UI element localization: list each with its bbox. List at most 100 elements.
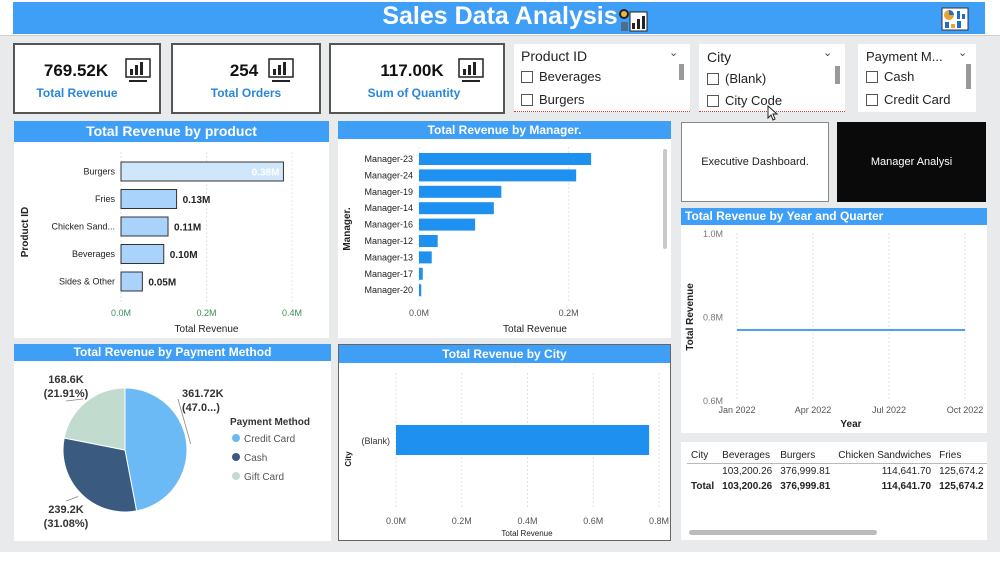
slicer-item-label: Credit Card xyxy=(884,92,951,107)
checkbox[interactable] xyxy=(707,72,719,85)
y-tick-label: 0.6M xyxy=(703,396,723,406)
matrix-header-cell[interactable]: Beverages xyxy=(722,450,770,461)
data-label: (21.91%) xyxy=(44,388,89,400)
table-total-row: Total 103,200.26 376,999.81 114,641.70 1… xyxy=(687,479,987,494)
bar xyxy=(419,267,423,280)
kpi-value: 254 xyxy=(229,61,259,80)
slicer-item-credit-card[interactable]: Credit Card xyxy=(866,92,950,107)
matrix-header-cell[interactable]: Fries xyxy=(939,450,962,461)
slicer-scrollbar[interactable] xyxy=(679,64,684,80)
slicer-item-label: Cash xyxy=(884,69,915,84)
category-label: Manager-13 xyxy=(364,252,413,262)
slicer-item-burgers[interactable]: Burgers xyxy=(521,92,585,107)
title-chart-icon xyxy=(618,6,648,32)
category-label: Beverages xyxy=(72,249,116,259)
kpi-value: 117.00K xyxy=(380,61,444,80)
table-cell: Total xyxy=(691,481,715,492)
slicer-scrollbar[interactable] xyxy=(835,66,840,84)
y-axis-title: Total Revenue xyxy=(685,283,696,351)
table-cell: 125,674.2 xyxy=(939,466,984,477)
matrix-header-cell[interactable]: Chicken Sandwiches xyxy=(838,450,932,461)
slicer-item-label: Beverages xyxy=(539,69,602,84)
chevron-down-icon[interactable]: ⌄ xyxy=(823,47,833,59)
data-label: (31.08%) xyxy=(44,518,89,530)
matrix-header-cell[interactable]: City xyxy=(691,450,709,461)
data-label: 239.2K xyxy=(48,504,84,516)
bar xyxy=(419,251,432,264)
category-label: Manager-16 xyxy=(364,220,413,230)
slicer-payment-method[interactable]: Payment M... ⌄ Cash Credit Card xyxy=(858,44,976,112)
leader-line xyxy=(65,496,79,502)
revenue-matrix: City Beverages Burgers Chicken Sandwiche… xyxy=(681,442,987,540)
pie-slice xyxy=(63,387,126,451)
bar-chart-revenue-by-manager[interactable]: 0.0M 0.2M Manager-23 Manager-24 Manager-19 Ma… xyxy=(338,139,671,338)
dashboard-logo-icon xyxy=(940,6,970,32)
executive-dashboard-button[interactable]: Executive Dashboard. xyxy=(681,122,829,202)
kpi-label: Total Orders xyxy=(210,86,282,100)
chart-scrollbar[interactable] xyxy=(663,149,667,249)
slicer-item-city-code[interactable]: City Code xyxy=(707,93,782,108)
x-tick-label: 0.2M xyxy=(559,308,579,318)
category-label: Manager-14 xyxy=(364,203,413,213)
kpi-chart-icon xyxy=(125,58,151,82)
slicer-title: City xyxy=(707,49,732,65)
x-axis-title: Total Revenue xyxy=(503,324,567,335)
checkbox[interactable] xyxy=(521,93,533,106)
matrix-header-row: City Beverages Burgers Chicken Sandwiche… xyxy=(687,448,987,464)
matrix-header-cell[interactable]: Burgers xyxy=(780,450,816,461)
bar xyxy=(419,185,502,198)
bar xyxy=(120,271,143,292)
checkbox[interactable] xyxy=(866,93,878,106)
x-tick-label: 0.6M xyxy=(583,516,603,526)
slicer-item-blank[interactable]: (Blank) xyxy=(707,71,766,86)
y-axis-title: City xyxy=(344,451,353,467)
manager-analysis-button[interactable]: Manager Analysi xyxy=(837,122,986,202)
bar-chart-revenue-by-city[interactable]: 0.0M 0.2M 0.4M 0.6M 0.8M (Blank) Total Revenue… xyxy=(339,363,670,540)
chart-title: Total Revenue by Year and Quarter xyxy=(681,208,987,225)
bar xyxy=(396,425,650,455)
pie-chart-revenue-by-payment[interactable]: 361.72K (47.0...) 239.2K (31.08%) 168.6K (21.… xyxy=(14,361,331,541)
y-axis-title: Product ID xyxy=(20,207,31,258)
data-label: (47.0...) xyxy=(182,402,220,414)
bar xyxy=(120,216,169,237)
legend-label: Cash xyxy=(244,453,267,464)
chart-panel-revenue-by-product: Total Revenue by product 0.0M 0.2M 0.4M Bur… xyxy=(14,121,329,338)
mouse-cursor-icon xyxy=(767,104,779,121)
kpi-label: Total Revenue xyxy=(36,86,118,100)
bar xyxy=(419,169,577,182)
chevron-down-icon[interactable]: ⌄ xyxy=(958,47,968,59)
bar xyxy=(419,202,494,215)
kpi-chart-icon xyxy=(458,58,484,82)
kpi-card-sum-quantity: 117.00K Sum of Quantity xyxy=(329,43,505,114)
bar xyxy=(120,161,284,182)
horizontal-scrollbar[interactable] xyxy=(689,530,877,535)
x-tick-label: 0.2M xyxy=(452,516,472,526)
checkbox[interactable] xyxy=(707,94,719,107)
checkbox[interactable] xyxy=(521,70,533,83)
x-axis-title: Year xyxy=(840,419,861,430)
slicer-city[interactable]: City ⌄ (Blank) City Code xyxy=(699,44,845,112)
chart-panel-revenue-by-city: Total Revenue by City 0.0M 0.2M 0.4M 0.6M 0.… xyxy=(338,344,671,541)
chart-title: Total Revenue by product xyxy=(14,121,329,142)
table-cell: 103,200.26 xyxy=(722,466,773,477)
x-tick-label: 0.4M xyxy=(517,516,537,526)
checkbox[interactable] xyxy=(866,70,878,83)
pie-slice xyxy=(124,387,188,512)
legend-marker xyxy=(232,434,240,442)
slicer-item-beverages[interactable]: Beverages xyxy=(521,69,601,84)
slicer-scrollbar[interactable] xyxy=(966,64,971,89)
slicer-product-id[interactable]: Product ID ⌄ Beverages Burgers xyxy=(514,44,690,112)
slicer-item-label: (Blank) xyxy=(725,71,767,86)
chart-panel-revenue-by-payment: Total Revenue by Payment Method 361.72K (… xyxy=(14,344,331,541)
category-label: Manager-23 xyxy=(364,154,413,164)
slicer-item-cash[interactable]: Cash xyxy=(866,69,914,84)
slicer-item-label: Burgers xyxy=(539,92,585,107)
legend-label: Gift Card xyxy=(244,472,284,483)
chart-panel-revenue-by-manager: Total Revenue by Manager. 0.0M 0.2M Manage… xyxy=(338,121,671,338)
category-label: Manager-12 xyxy=(364,236,413,246)
kpi-card-total-revenue: 769.52K Total Revenue xyxy=(13,43,161,114)
bar-chart-revenue-by-product[interactable]: 0.0M 0.2M 0.4M Burgers 0.38M Fries 0.13M Chicke… xyxy=(14,142,329,338)
chevron-down-icon[interactable]: ⌄ xyxy=(669,47,679,59)
table-cell: 376,999.81 xyxy=(780,466,831,477)
